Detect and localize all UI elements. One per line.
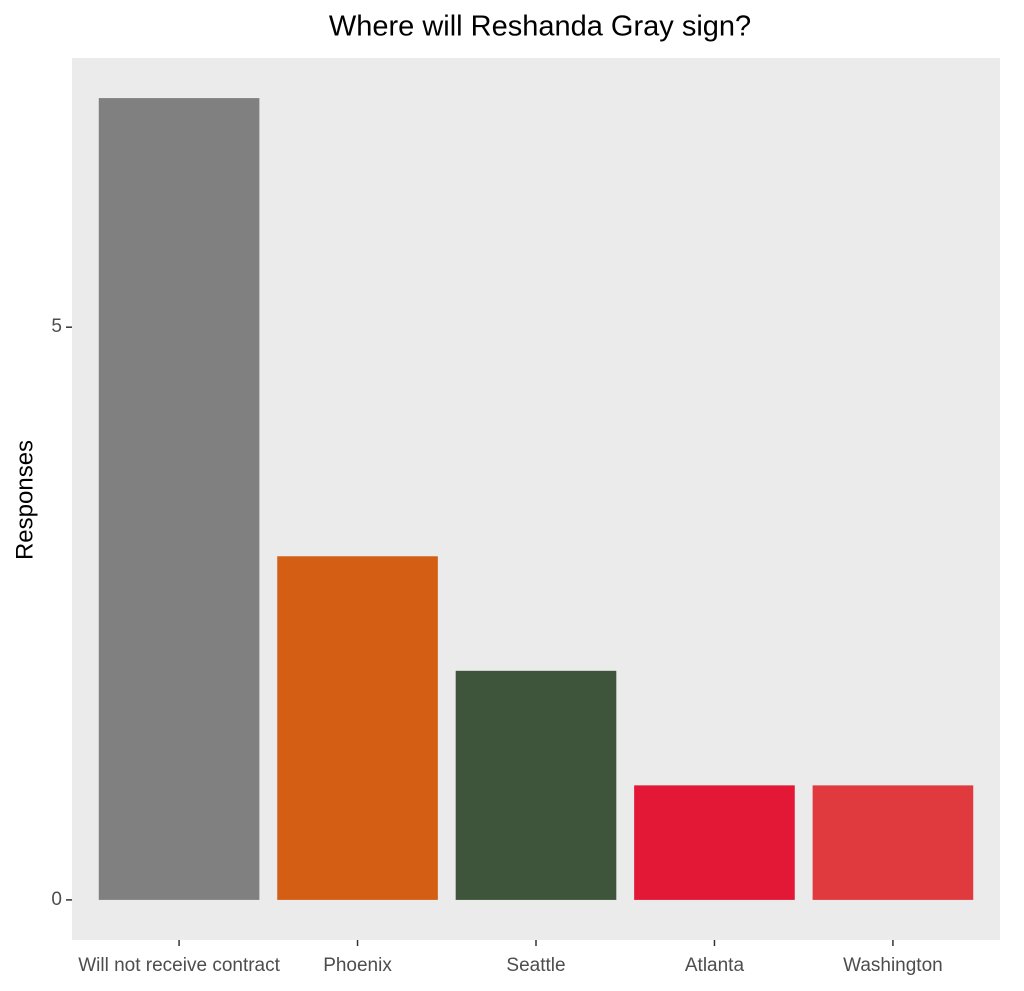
- y-axis-label: Responses: [11, 440, 38, 560]
- x-tick-label: Seattle: [506, 955, 565, 976]
- x-tick-label: Washington: [843, 955, 943, 976]
- bar: [455, 670, 617, 900]
- chart-title: Where will Reshanda Gray sign?: [329, 11, 751, 43]
- y-tick-label: 5: [51, 316, 62, 337]
- bar: [812, 785, 974, 900]
- bar: [98, 98, 260, 900]
- x-tick-label: Atlanta: [685, 955, 745, 976]
- x-tick-label: Phoenix: [323, 955, 392, 976]
- bar: [634, 785, 795, 900]
- y-tick-label: 0: [51, 889, 62, 910]
- bar: [277, 556, 438, 900]
- x-tick-label: Will not receive contract: [78, 955, 280, 976]
